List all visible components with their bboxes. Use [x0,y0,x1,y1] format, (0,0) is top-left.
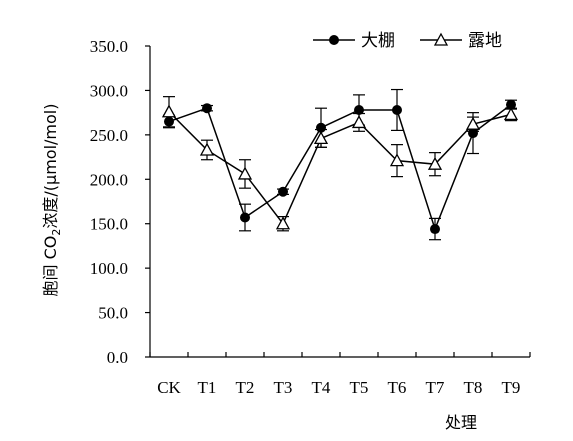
x-tick-label: CK [157,378,181,397]
x-tick-label: T5 [350,378,369,397]
y-axis-title-prefix: 胞间 CO [41,236,60,297]
data-point [316,122,326,133]
data-point [392,104,402,115]
x-ticks: CK T1 T2 T3 T4 T5 T6 T7 T8 T9 [149,352,531,397]
series-layer [161,88,519,241]
legend: 大棚 露地 [313,31,502,51]
data-point [237,166,253,180]
legend-label-series-1: 大棚 [361,31,395,51]
y-ticks: 0.0 50.0 100.0 150.0 200.0 250.0 300.0 350.0 [90,37,150,367]
legend-marker-series-1 [329,35,339,45]
x-axis-title: 处理 [445,413,477,432]
data-point [354,104,364,115]
legend-label-series-2: 露地 [468,31,502,51]
data-point [202,103,212,114]
x-tick-label: T6 [388,378,407,397]
data-point [161,104,177,118]
data-point [430,224,440,235]
x-tick-label: T2 [236,378,255,397]
x-tick-label: T4 [312,378,331,397]
data-point [275,216,291,230]
y-tick-label: 200.0 [90,170,128,189]
data-point [389,153,405,167]
svg-text:胞间 CO2浓度/(μmol/mol): 胞间 CO2浓度/(μmol/mol) [41,104,63,297]
x-tick-label: T9 [502,378,521,397]
data-point [199,142,215,156]
y-axis-title-subscript: 2 [50,229,63,236]
x-tick-label: T7 [426,378,445,397]
data-point [465,116,481,130]
data-point [278,186,288,197]
x-tick-label: T1 [198,378,217,397]
y-tick-label: 100.0 [90,259,128,278]
data-point [313,131,329,145]
series-1 [163,88,517,241]
data-point [506,99,516,110]
y-tick-label: 300.0 [90,81,128,100]
series-line [168,104,512,232]
y-tick-label: 250.0 [90,126,128,145]
y-tick-label: 150.0 [90,215,128,234]
y-axis-title: 胞间 CO2浓度/(μmol/mol) [41,104,63,297]
y-tick-label: 0.0 [107,348,128,367]
data-point [427,156,443,170]
series-line [168,111,512,226]
y-tick-label: 50.0 [98,304,128,323]
legend-marker-series-2 [433,32,449,46]
plot-area: 0.0 50.0 100.0 150.0 200.0 250.0 300.0 350.0 CK… [90,37,531,397]
y-tick-label: 350.0 [90,37,128,56]
data-point [503,107,519,121]
data-point [468,128,478,139]
data-point [240,212,250,223]
series-2 [161,96,519,232]
x-tick-label: T8 [464,378,483,397]
y-axis-title-suffix: 浓度/(μmol/mol) [41,104,60,229]
x-tick-label: T3 [274,378,293,397]
data-point [351,115,367,129]
